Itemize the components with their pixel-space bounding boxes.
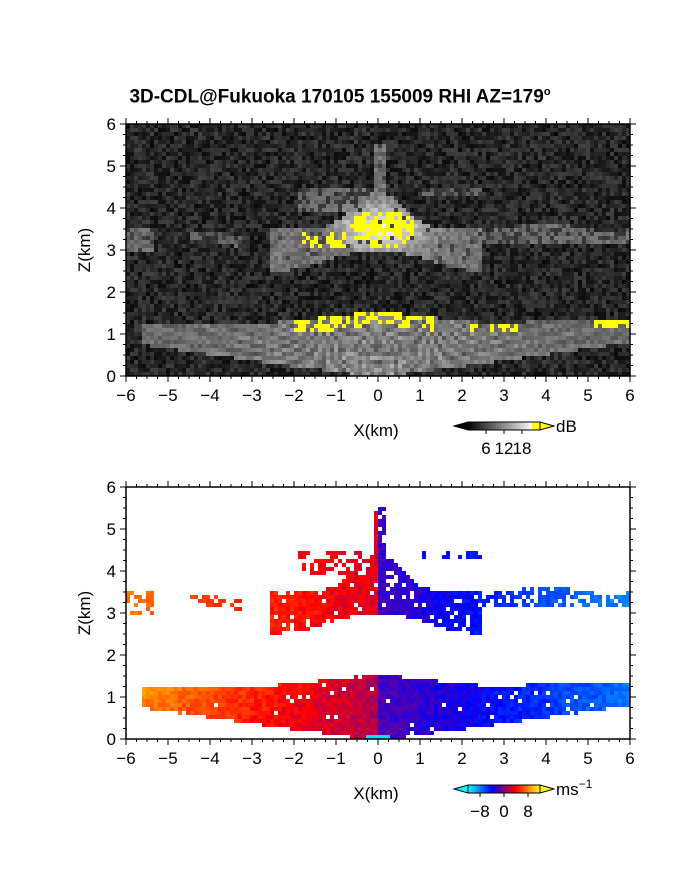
- x-tick-label: 5: [583, 386, 592, 405]
- x-tick-label: 1: [415, 749, 424, 768]
- colorbar-tick-label: 0: [499, 802, 508, 821]
- colorbar-tick-label: 8: [523, 802, 532, 821]
- figure-title: 3D-CDL@Fukuoka 170105 155009 RHI AZ=179o: [129, 86, 551, 108]
- x-tick-label: 3: [499, 749, 508, 768]
- y-tick-label: 5: [107, 520, 116, 539]
- y-tick-label: 0: [107, 367, 116, 386]
- y-tick-label: 2: [107, 283, 116, 302]
- x-tick-label: −6: [116, 386, 135, 405]
- tick-marks: [120, 118, 636, 382]
- y-tick-label: 4: [107, 562, 116, 581]
- y-tick-label: 6: [107, 115, 116, 134]
- colorbar: −8 0 8 ms−1: [452, 777, 593, 821]
- x-tick-label: 2: [457, 386, 466, 405]
- colorbar-tick-label: −8: [470, 802, 489, 821]
- colorbar-tick-label: 12: [495, 439, 514, 458]
- y-axis-label: Z(km): [75, 591, 94, 635]
- y-tick-label: 0: [107, 730, 116, 749]
- y-tick-label: 3: [107, 241, 116, 260]
- x-axis-label: X(km): [353, 421, 398, 440]
- x-tick-label: 4: [541, 386, 550, 405]
- y-tick-label: 5: [107, 157, 116, 176]
- x-tick-label: 5: [583, 749, 592, 768]
- x-tick-label: −1: [326, 749, 345, 768]
- colorbar-tick-label: 6: [481, 439, 490, 458]
- x-tick-label: 3: [499, 386, 508, 405]
- x-tick-label: −5: [158, 749, 177, 768]
- x-tick-label: −2: [284, 749, 303, 768]
- y-tick-label: 1: [107, 325, 116, 344]
- y-tick-label: 6: [107, 478, 116, 497]
- y-tick-label: 2: [107, 646, 116, 665]
- colorbar: 6 12 18 dB: [452, 417, 577, 458]
- colorbar-max-arrow: [539, 421, 556, 431]
- tick-marks: [120, 481, 636, 745]
- colorbar-unit: dB: [556, 417, 577, 436]
- x-tick-label: −3: [242, 386, 261, 405]
- y-tick-label: 1: [107, 688, 116, 707]
- y-tick-label: 4: [107, 199, 116, 218]
- x-tick-label: 0: [373, 749, 382, 768]
- y-tick-label: 3: [107, 604, 116, 623]
- x-tick-label: 1: [415, 386, 424, 405]
- x-tick-label: 2: [457, 749, 466, 768]
- x-tick-label: 0: [373, 386, 382, 405]
- colorbar-min-arrow: [452, 784, 469, 794]
- x-tick-label: 6: [625, 749, 634, 768]
- x-tick-label: −4: [200, 386, 219, 405]
- colorbar-max-arrow: [539, 784, 556, 794]
- x-tick-label: 6: [625, 386, 634, 405]
- x-tick-label: −5: [158, 386, 177, 405]
- colorbar-tick-label: 18: [513, 439, 532, 458]
- x-tick-label: −3: [242, 749, 261, 768]
- x-tick-label: −4: [200, 749, 219, 768]
- x-tick-label: 4: [541, 749, 550, 768]
- x-tick-label: −6: [116, 749, 135, 768]
- y-axis-label: Z(km): [75, 228, 94, 272]
- velocity-field: [126, 507, 630, 739]
- colorbar-min-arrow: [452, 421, 469, 431]
- reflectivity-field: [126, 124, 630, 376]
- x-tick-label: −2: [284, 386, 303, 405]
- x-axis-label: X(km): [353, 784, 398, 803]
- x-tick-label: −1: [326, 386, 345, 405]
- colorbar-unit: ms−1: [556, 777, 593, 799]
